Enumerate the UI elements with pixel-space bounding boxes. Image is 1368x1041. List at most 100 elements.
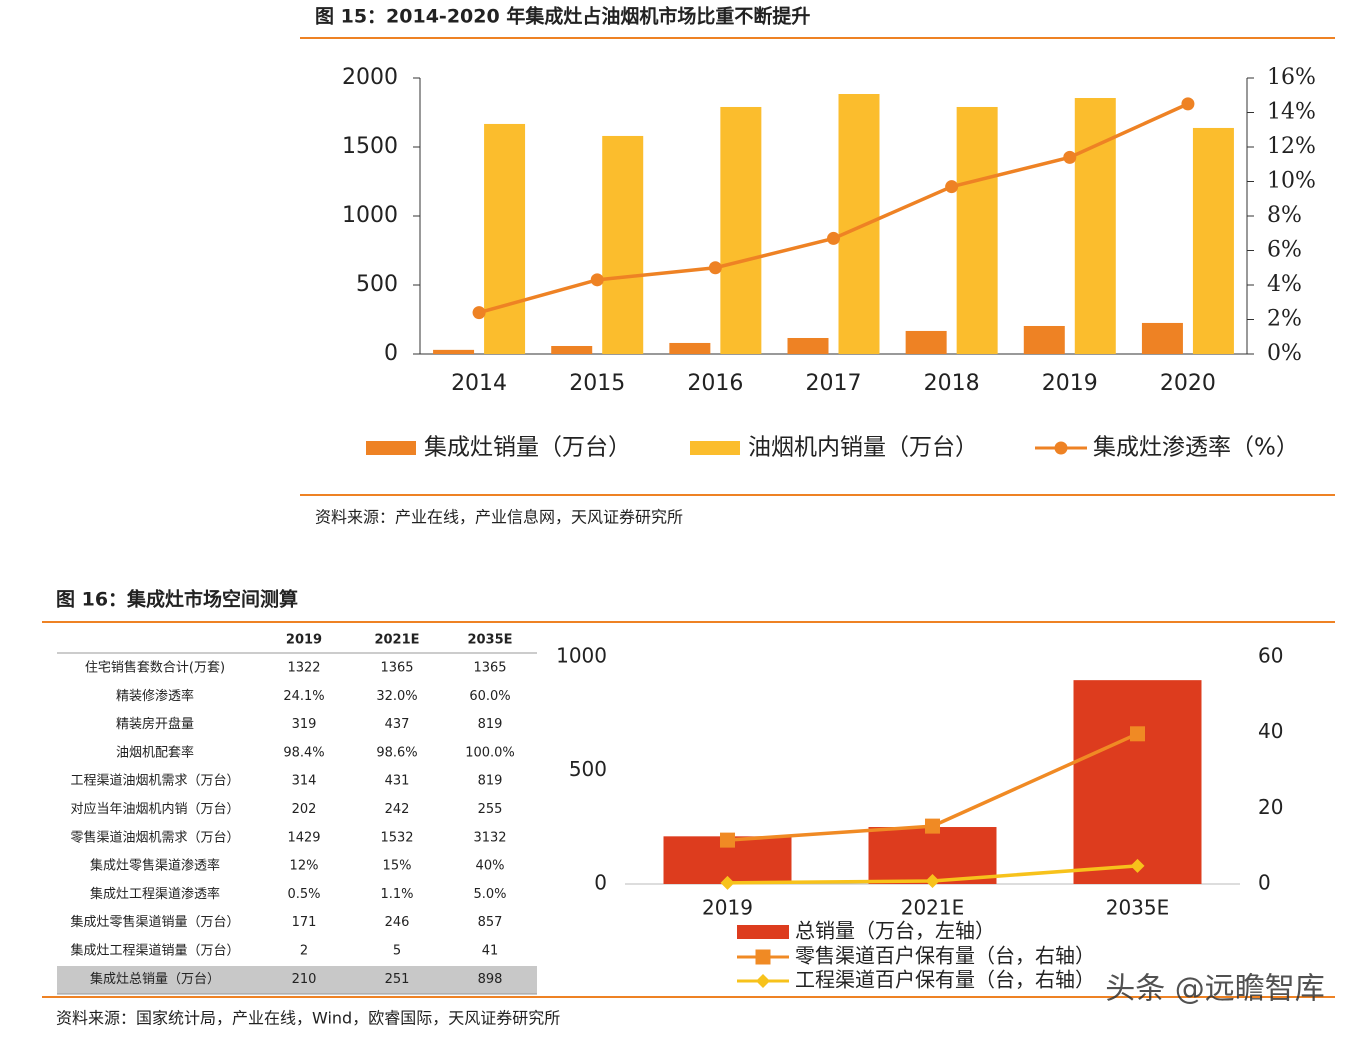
x-tick-label: 2021E xyxy=(901,896,965,920)
marker xyxy=(1063,150,1077,164)
marker xyxy=(925,818,940,834)
figure-title: 图 15：2014-2020 年集成灶占油烟机市场比重不断提升 xyxy=(315,5,810,28)
marker xyxy=(925,873,940,888)
bar xyxy=(551,345,593,354)
table-cell: 集成灶总销量（万台） xyxy=(90,971,220,987)
column-header: 2035E xyxy=(467,633,512,648)
table-cell: 工程渠道油烟机需求（万台） xyxy=(70,774,239,789)
table-cell: 202 xyxy=(292,802,317,817)
x-tick-label: 2035E xyxy=(1106,896,1170,920)
legend-label: 集成灶渗透率（%） xyxy=(1093,435,1299,461)
marker xyxy=(755,949,771,965)
source: 资料来源：产业在线，产业信息网，天风证券研究所 xyxy=(315,508,683,527)
table-cell: 精装修渗透率 xyxy=(116,688,194,704)
legend-swatch xyxy=(690,441,740,455)
table-cell: 210 xyxy=(292,972,317,987)
table-cell: 集成灶零售渠道渗透率 xyxy=(90,858,220,874)
table-cell: 898 xyxy=(478,972,503,987)
marker xyxy=(1181,97,1195,111)
table-cell: 314 xyxy=(292,774,317,789)
marker xyxy=(472,306,486,320)
table-cell: 40% xyxy=(476,859,505,874)
table-cell: 819 xyxy=(478,717,503,732)
table-cell: 精装房开盘量 xyxy=(116,716,194,732)
marker xyxy=(756,974,770,988)
y2-tick-label: 60 xyxy=(1258,644,1283,668)
bar xyxy=(1074,98,1116,354)
table-cell: 1.1% xyxy=(380,887,413,902)
y2-tick-label: 16% xyxy=(1267,65,1316,90)
table-cell: 集成灶工程渠道销量（万台） xyxy=(70,943,239,959)
x-tick-label: 2019 xyxy=(702,896,753,920)
table-cell: 1365 xyxy=(380,661,413,676)
table-cell: 319 xyxy=(292,717,317,732)
y2-tick-label: 0 xyxy=(1258,871,1271,895)
legend-label: 油烟机内销量（万台） xyxy=(748,435,978,461)
watermark: 头条 @远瞻智库 xyxy=(1105,972,1325,1007)
marker xyxy=(720,875,735,890)
table-cell: 1429 xyxy=(287,830,320,845)
table-cell: 集成灶零售渠道销量（万台） xyxy=(70,914,239,930)
y2-tick-label: 2% xyxy=(1267,307,1302,332)
bar xyxy=(838,94,880,355)
table-cell: 24.1% xyxy=(283,689,324,704)
table-cell: 0.5% xyxy=(287,887,320,902)
y-tick-label: 500 xyxy=(569,757,607,781)
x-tick-label: 2016 xyxy=(687,371,743,396)
legend-label: 工程渠道百户保有量（台，右轴） xyxy=(795,968,1095,992)
table-cell: 255 xyxy=(478,802,503,817)
y-tick-label: 1000 xyxy=(342,203,398,228)
table-cell: 819 xyxy=(478,774,503,789)
table-cell: 32.0% xyxy=(376,689,417,704)
marker xyxy=(720,832,735,848)
bar xyxy=(484,123,526,354)
table-highlight xyxy=(57,966,537,994)
x-tick-label: 2019 xyxy=(1042,371,1098,396)
table-cell: 437 xyxy=(385,717,410,732)
legend-label: 集成灶销量（万台） xyxy=(424,435,631,461)
marker xyxy=(590,273,604,287)
bar xyxy=(956,106,998,354)
table-cell: 5 xyxy=(393,944,401,959)
y-tick-label: 500 xyxy=(356,272,398,297)
x-tick-label: 2020 xyxy=(1160,371,1216,396)
y2-tick-label: 14% xyxy=(1267,100,1316,125)
table-cell: 3132 xyxy=(473,830,506,845)
bar xyxy=(1023,325,1065,354)
bar xyxy=(1192,127,1234,355)
bar xyxy=(1073,680,1202,884)
table-cell: 15% xyxy=(383,859,412,874)
table-cell: 1365 xyxy=(473,661,506,676)
table-cell: 对应当年油烟机内销（万台） xyxy=(70,801,239,817)
table-cell: 857 xyxy=(478,915,503,930)
x-tick-label: 2018 xyxy=(924,371,980,396)
y2-tick-label: 20 xyxy=(1258,795,1283,819)
table-cell: 60.0% xyxy=(469,689,510,704)
bar xyxy=(433,349,475,354)
table-cell: 41 xyxy=(482,944,499,959)
figure-title: 图 16：集成灶市场空间测算 xyxy=(56,588,298,611)
x-tick-label: 2017 xyxy=(806,371,862,396)
y-tick-label: 1000 xyxy=(556,644,607,668)
table-cell: 246 xyxy=(385,915,410,930)
table-cell: 集成灶工程渠道渗透率 xyxy=(90,886,220,902)
table-cell: 1532 xyxy=(380,830,413,845)
marker xyxy=(1130,858,1145,873)
y2-tick-label: 4% xyxy=(1267,272,1302,297)
column-header: 2019 xyxy=(286,633,322,648)
y2-tick-label: 6% xyxy=(1267,238,1302,263)
source: 资料来源：国家统计局，产业在线，Wind，欧睿国际，天风证券研究所 xyxy=(56,1009,560,1028)
column-header: 2021E xyxy=(374,633,419,648)
bar xyxy=(787,337,829,354)
x-tick-label: 2014 xyxy=(451,371,507,396)
table-cell: 油烟机配套率 xyxy=(116,744,194,760)
y2-tick-label: 40 xyxy=(1258,719,1283,743)
table-cell: 98.4% xyxy=(283,745,324,760)
marker xyxy=(1054,441,1068,455)
bar xyxy=(720,106,762,354)
bar xyxy=(1141,322,1183,354)
y-tick-label: 0 xyxy=(594,871,607,895)
y-tick-label: 2000 xyxy=(342,65,398,90)
table-cell: 1322 xyxy=(287,661,320,676)
